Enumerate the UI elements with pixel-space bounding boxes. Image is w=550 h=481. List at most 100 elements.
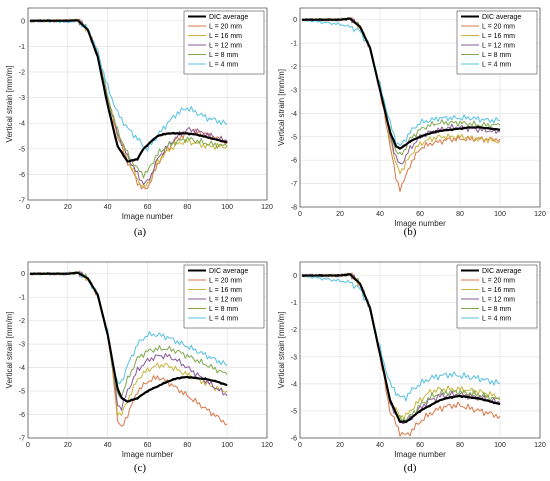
plot-frame — [27, 7, 268, 201]
y-tick-label: 0 — [21, 271, 25, 278]
x-tick-label: 20 — [336, 211, 344, 218]
x-tick-label: 60 — [416, 442, 424, 449]
legend-entry: L = 20 mm — [482, 24, 515, 31]
y-tick-label: -4 — [291, 111, 297, 118]
legend-entry: L = 4 mm — [209, 62, 238, 69]
chart-panel-b: 0 20 40 60 80 100 120 0 -1 -2 -3 -4 -5 -6 -7 -8 DIC aver… — [277, 7, 546, 238]
legend-entry: L = 8 mm — [482, 52, 511, 59]
x-tick-label: 80 — [456, 211, 464, 218]
y-tick-label: -6 — [19, 412, 25, 419]
y-tick-label: -1 — [19, 295, 25, 302]
y-tick-label: -2 — [291, 327, 297, 334]
legend-entry: L = 16 mm — [482, 287, 515, 294]
series-line-dic-average — [30, 19, 228, 163]
x-tick-label: 60 — [144, 442, 152, 449]
x-tick-label: 100 — [494, 211, 506, 218]
y-tick-label: -5 — [19, 146, 25, 153]
series-line-5 — [301, 274, 501, 402]
legend-entry: L = 20 mm — [482, 278, 515, 285]
panel-caption: (c) — [134, 462, 147, 474]
legend-entry: L = 8 mm — [209, 306, 238, 313]
y-tick-label: -6 — [291, 158, 297, 165]
y-tick-label: -1 — [291, 300, 297, 307]
x-tick-label: 40 — [376, 211, 384, 218]
x-tick-label: 120 — [534, 442, 546, 449]
y-tick-label: -4 — [19, 365, 25, 372]
y-tick-label: -3 — [19, 95, 25, 102]
x-tick-label: 100 — [494, 442, 506, 449]
y-tick-label: -4 — [291, 381, 297, 388]
plot-frame — [299, 261, 541, 439]
x-tick-label: 60 — [144, 204, 152, 211]
legend-entry: L = 12 mm — [209, 43, 242, 50]
legend-entry: L = 16 mm — [209, 33, 242, 40]
series-line-5 — [29, 18, 228, 152]
series-line-dic-average — [30, 271, 228, 403]
x-tick-label: 0 — [26, 204, 30, 211]
x-tick-label: 100 — [221, 442, 233, 449]
legend-entry: L = 8 mm — [482, 306, 511, 313]
y-tick-label: -5 — [291, 408, 297, 415]
x-tick-label: 40 — [104, 204, 112, 211]
chart-panel-d: 0 20 40 60 80 100 120 0 -1 -2 -3 -4 -5 -6 DIC average L… — [277, 261, 546, 474]
x-tick-label: 40 — [104, 442, 112, 449]
y-tick-label: -8 — [291, 205, 297, 212]
y-tick-label: -5 — [19, 389, 25, 396]
legend-entry: L = 12 mm — [482, 43, 515, 50]
legend-entry: L = 8 mm — [209, 52, 238, 59]
y-tick-label: -7 — [19, 198, 25, 205]
legend-entry: L = 12 mm — [209, 297, 242, 304]
y-tick-label: 0 — [21, 18, 25, 25]
y-axis-label: Vertical strain [mm/m] — [5, 66, 14, 143]
y-axis-label: Vertical strain [mm/m] — [277, 312, 286, 389]
series-line-dic-average — [302, 17, 501, 150]
x-tick-label: 80 — [183, 204, 191, 211]
y-tick-label: -7 — [19, 436, 25, 443]
y-tick-label: -6 — [291, 436, 297, 443]
x-tick-label: 0 — [298, 211, 302, 218]
y-tick-label: -6 — [19, 172, 25, 179]
x-tick-label: 120 — [261, 442, 273, 449]
y-tick-label: -7 — [291, 181, 297, 188]
x-tick-label: 120 — [534, 211, 546, 218]
y-tick-label: -4 — [19, 121, 25, 128]
legend-entry: DIC average — [482, 268, 521, 275]
x-tick-label: 80 — [183, 442, 191, 449]
x-tick-label: 20 — [64, 442, 72, 449]
legend-entry: L = 20 mm — [209, 24, 242, 31]
x-axis-label: Image number — [122, 450, 174, 459]
panel-caption: (a) — [134, 226, 147, 238]
x-tick-label: 20 — [64, 204, 72, 211]
x-tick-label: 0 — [26, 442, 30, 449]
legend-entry: DIC average — [209, 14, 248, 21]
y-tick-label: 0 — [293, 273, 297, 280]
x-tick-label: 40 — [376, 442, 384, 449]
x-axis-label: Image number — [122, 212, 174, 221]
legend-entry: L = 20 mm — [209, 278, 242, 285]
chart-panel-c: 0 20 40 60 80 100 120 0 -1 -2 -3 -4 -5 -6 -7 DIC averag… — [5, 261, 273, 474]
y-tick-label: -3 — [19, 342, 25, 349]
y-tick-label: -2 — [19, 70, 25, 77]
x-tick-label: 0 — [298, 442, 302, 449]
chart-panel-a: 0 20 40 60 80 100 120 0 -1 -2 -3 -4 -5 -6 -7 DIC averag… — [5, 7, 273, 238]
legend-entry: L = 4 mm — [209, 316, 238, 323]
x-tick-label: 120 — [261, 204, 273, 211]
y-tick-label: -3 — [291, 87, 297, 94]
y-tick-label: -3 — [291, 354, 297, 361]
y-tick-label: -2 — [19, 318, 25, 325]
y-tick-label: -5 — [291, 134, 297, 141]
x-tick-label: 60 — [416, 211, 424, 218]
y-tick-label: 0 — [293, 17, 297, 24]
legend-entry: DIC average — [209, 268, 248, 275]
legend-entry: DIC average — [482, 14, 521, 21]
y-axis-label: Vertical strain [mm/m] — [5, 312, 14, 389]
x-axis-label: Image number — [394, 450, 446, 459]
x-tick-label: 80 — [456, 442, 464, 449]
legend-entry: L = 16 mm — [482, 33, 515, 40]
legend-entry: L = 12 mm — [482, 297, 515, 304]
panel-caption: (b) — [404, 226, 417, 238]
legend-entry: L = 4 mm — [482, 62, 511, 69]
y-tick-label: -2 — [291, 64, 297, 71]
y-axis-label: Vertical strain [mm/m] — [277, 69, 286, 146]
